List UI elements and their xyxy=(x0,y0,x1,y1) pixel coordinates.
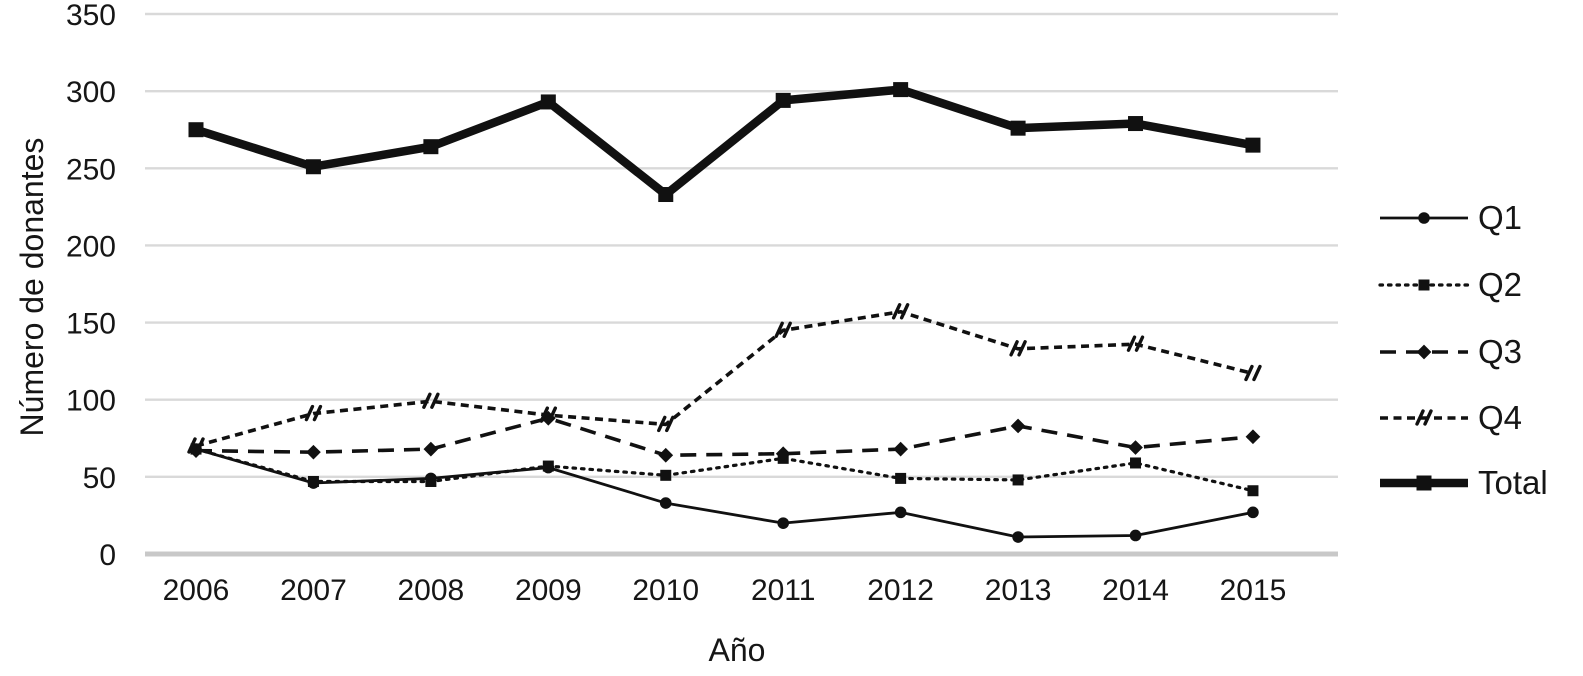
x-tick-label: 2014 xyxy=(1102,574,1169,607)
data-point-marker xyxy=(1012,474,1024,486)
legend-line-sample-total xyxy=(1380,475,1468,491)
data-point-marker xyxy=(1247,506,1259,519)
y-tick-label: 100 xyxy=(66,385,116,418)
data-point-marker xyxy=(775,446,791,462)
y-tick-label: 0 xyxy=(99,539,116,572)
y-tick-label: 150 xyxy=(66,308,116,341)
data-point-marker xyxy=(1130,457,1142,469)
y-tick-label: 250 xyxy=(66,153,116,186)
data-point-marker xyxy=(1129,529,1142,542)
x-tick-label: 2010 xyxy=(632,574,699,607)
series-line-q1 xyxy=(195,447,1254,539)
data-point-marker xyxy=(1010,120,1026,136)
data-point-marker xyxy=(891,303,910,320)
data-point-marker xyxy=(425,475,437,487)
data-point-marker xyxy=(1415,409,1433,426)
data-point-marker xyxy=(657,415,675,433)
data-point-marker xyxy=(1128,440,1143,455)
series-line-q2 xyxy=(194,447,1255,493)
data-point-marker xyxy=(658,447,674,463)
y-tick-label: 50 xyxy=(83,462,116,495)
data-point-marker xyxy=(775,92,791,108)
legend-item-q3: Q3 xyxy=(1378,333,1523,370)
y-axis-title: Número de donantes xyxy=(14,137,50,437)
legend-item-total: Total xyxy=(1378,464,1548,501)
x-tick-label: 2013 xyxy=(985,574,1052,607)
data-point-marker xyxy=(542,460,554,472)
x-tick-label: 2008 xyxy=(398,574,465,607)
data-point-marker xyxy=(895,472,907,484)
data-point-marker xyxy=(660,469,672,481)
data-point-marker xyxy=(304,404,323,422)
legend-label: Q3 xyxy=(1478,333,1523,370)
series-line-q4 xyxy=(195,309,1254,448)
data-point-marker xyxy=(1418,212,1430,224)
x-tick-label: 2015 xyxy=(1220,574,1287,607)
legend: Q1 Q2 Q3 Q4 Total xyxy=(1378,0,1583,676)
data-point-marker xyxy=(658,187,674,203)
legend-label: Q1 xyxy=(1478,199,1523,236)
x-tick-label: 2006 xyxy=(163,574,230,607)
legend-line-sample-q4 xyxy=(1380,409,1468,426)
x-tick-label: 2007 xyxy=(280,574,347,607)
legend-line-sample-q2 xyxy=(1378,279,1470,291)
legend-label: Q4 xyxy=(1478,399,1523,436)
data-point-marker xyxy=(893,441,908,457)
x-tick-label: 2011 xyxy=(751,574,816,607)
data-point-marker xyxy=(307,475,319,487)
data-point-marker xyxy=(540,94,556,110)
legend-label: Total xyxy=(1478,464,1548,501)
legend-line-sample-q3 xyxy=(1380,344,1468,360)
legend-item-q4: Q4 xyxy=(1378,399,1523,436)
data-point-marker xyxy=(1244,364,1262,382)
data-point-marker xyxy=(774,321,792,338)
data-point-marker xyxy=(1128,116,1144,132)
data-point-marker xyxy=(1009,340,1027,357)
y-tick-label: 350 xyxy=(66,0,116,32)
legend-line-sample-q1 xyxy=(1380,212,1468,224)
data-point-marker xyxy=(423,441,439,457)
data-point-marker xyxy=(894,506,907,519)
data-point-marker xyxy=(305,159,321,175)
data-point-marker xyxy=(1416,475,1432,491)
legend-label: Q2 xyxy=(1478,266,1523,303)
data-point-marker xyxy=(1245,137,1261,153)
y-tick-label: 300 xyxy=(66,76,116,109)
data-point-marker xyxy=(423,139,439,155)
y-tick-label: 200 xyxy=(66,230,116,263)
data-point-marker xyxy=(659,497,672,509)
data-point-marker xyxy=(306,444,321,460)
series-line-q3 xyxy=(195,416,1254,458)
data-point-marker xyxy=(539,406,558,423)
x-tick-label: 2012 xyxy=(867,574,934,607)
data-point-marker xyxy=(1247,485,1259,497)
series-line-total xyxy=(194,85,1254,199)
data-point-marker xyxy=(1418,279,1430,291)
data-point-marker xyxy=(777,517,789,529)
data-point-marker xyxy=(893,82,909,98)
data-point-marker xyxy=(422,392,440,409)
x-axis-title: Año xyxy=(708,632,766,668)
data-point-marker xyxy=(1012,531,1024,543)
data-point-marker xyxy=(1416,344,1432,360)
legend-item-q1: Q1 xyxy=(1378,199,1523,236)
data-point-marker xyxy=(1010,418,1026,434)
data-point-marker xyxy=(188,122,204,138)
data-point-marker xyxy=(187,437,205,454)
data-point-marker xyxy=(1126,335,1145,352)
x-tick-label: 2009 xyxy=(515,574,582,607)
data-point-marker xyxy=(1245,429,1261,445)
legend-item-q2: Q2 xyxy=(1378,266,1523,303)
